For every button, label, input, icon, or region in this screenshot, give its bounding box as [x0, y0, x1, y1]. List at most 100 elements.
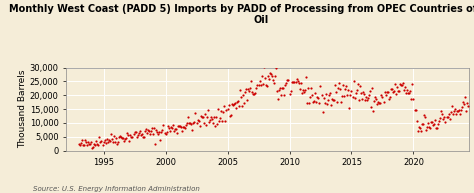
- Y-axis label: Thousand Barrels: Thousand Barrels: [18, 70, 27, 148]
- Point: [464, 101, 471, 104]
- Point: [344, 94, 351, 97]
- Point: [112, 136, 120, 139]
- Point: [403, 89, 411, 92]
- Point: [346, 94, 354, 97]
- Point: [154, 131, 161, 134]
- Point: [279, 86, 286, 90]
- Point: [199, 115, 207, 119]
- Point: [418, 122, 426, 125]
- Point: [131, 131, 138, 134]
- Point: [175, 124, 183, 127]
- Point: [283, 82, 290, 85]
- Point: [171, 128, 179, 131]
- Point: [322, 92, 329, 96]
- Point: [317, 84, 324, 87]
- Point: [118, 136, 126, 139]
- Point: [132, 131, 139, 134]
- Point: [104, 140, 111, 143]
- Point: [206, 119, 214, 122]
- Point: [262, 84, 270, 87]
- Point: [291, 61, 299, 64]
- Point: [440, 117, 447, 120]
- Point: [255, 83, 262, 86]
- Point: [287, 90, 294, 93]
- Point: [274, 98, 282, 101]
- Point: [417, 129, 425, 132]
- Point: [202, 123, 210, 126]
- Point: [285, 78, 292, 81]
- Point: [348, 90, 356, 93]
- Point: [91, 143, 99, 146]
- Point: [327, 103, 335, 107]
- Point: [228, 103, 236, 106]
- Point: [85, 143, 93, 146]
- Point: [97, 140, 104, 143]
- Point: [446, 118, 454, 121]
- Point: [454, 110, 462, 113]
- Point: [91, 142, 98, 145]
- Point: [122, 136, 130, 139]
- Point: [204, 109, 212, 112]
- Point: [320, 97, 328, 100]
- Point: [218, 109, 225, 112]
- Point: [159, 128, 166, 131]
- Point: [398, 84, 406, 87]
- Point: [190, 121, 197, 124]
- Point: [419, 123, 427, 126]
- Point: [395, 89, 403, 92]
- Point: [432, 127, 440, 130]
- Point: [177, 125, 185, 129]
- Point: [226, 114, 233, 117]
- Point: [334, 86, 342, 89]
- Point: [242, 88, 250, 91]
- Point: [354, 82, 362, 85]
- Point: [424, 121, 432, 124]
- Point: [238, 104, 246, 107]
- Point: [187, 121, 194, 124]
- Point: [374, 100, 382, 103]
- Point: [137, 134, 145, 137]
- Point: [428, 120, 436, 123]
- Point: [90, 146, 97, 149]
- Point: [161, 131, 168, 134]
- Point: [183, 121, 191, 124]
- Point: [201, 113, 209, 116]
- Point: [100, 141, 107, 144]
- Point: [273, 90, 281, 93]
- Point: [235, 104, 243, 107]
- Point: [382, 94, 389, 97]
- Point: [462, 110, 470, 113]
- Point: [249, 93, 257, 96]
- Point: [302, 75, 310, 78]
- Point: [219, 120, 226, 123]
- Point: [407, 89, 414, 92]
- Point: [92, 140, 100, 143]
- Point: [246, 90, 253, 93]
- Point: [140, 135, 147, 138]
- Point: [311, 91, 319, 94]
- Point: [237, 96, 245, 99]
- Point: [246, 87, 254, 90]
- Point: [283, 78, 291, 81]
- Point: [358, 98, 365, 101]
- Point: [442, 120, 449, 123]
- Point: [267, 72, 275, 75]
- Point: [356, 85, 364, 88]
- Point: [86, 143, 94, 146]
- Point: [116, 134, 124, 137]
- Point: [256, 79, 264, 82]
- Point: [214, 108, 222, 111]
- Point: [425, 125, 433, 129]
- Point: [127, 133, 134, 136]
- Point: [213, 122, 221, 125]
- Point: [224, 108, 231, 111]
- Point: [299, 89, 307, 92]
- Point: [310, 101, 317, 104]
- Point: [77, 141, 85, 144]
- Point: [340, 94, 348, 97]
- Point: [282, 84, 289, 87]
- Point: [357, 92, 365, 95]
- Point: [261, 76, 268, 80]
- Point: [300, 91, 308, 94]
- Point: [79, 143, 87, 146]
